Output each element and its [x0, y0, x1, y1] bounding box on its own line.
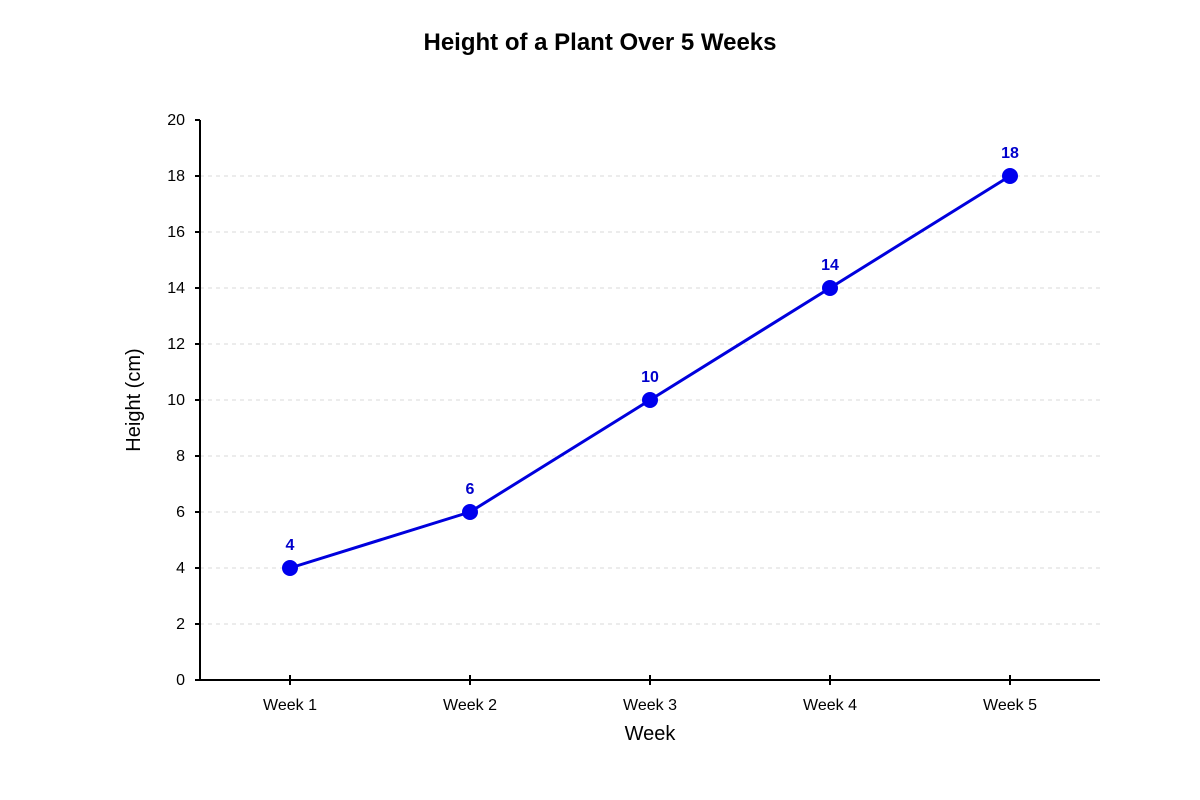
x-tick-label: Week 5	[983, 697, 1037, 714]
data-label: 10	[641, 369, 659, 386]
x-tick-label: Week 2	[443, 697, 497, 714]
data-label: 4	[286, 537, 295, 554]
data-point-marker	[282, 560, 298, 576]
y-tick-label: 10	[167, 392, 185, 409]
y-tick-label: 18	[167, 168, 185, 185]
x-tick-label: Week 1	[263, 697, 317, 714]
data-label: 18	[1001, 145, 1019, 162]
data-point-marker	[462, 504, 478, 520]
y-axis-label: Height (cm)	[123, 348, 145, 451]
x-tick-label: Week 4	[803, 697, 857, 714]
data-point-marker	[822, 280, 838, 296]
tick-labels: 0 2 4 6 8 10 12 14 16 18 20 Week 1 Week 2 Week 3 Week …	[167, 112, 1037, 714]
data-label: 14	[821, 257, 839, 274]
chart-title: Height of a Plant Over 5 Weeks	[423, 29, 776, 56]
data-point-marker	[642, 392, 658, 408]
y-tick-label: 6	[176, 504, 185, 521]
y-tick-label: 12	[167, 336, 185, 353]
y-tick-label: 14	[167, 280, 185, 297]
data-labels: 4 6 10 14 18	[286, 145, 1019, 554]
y-tick-label: 8	[176, 448, 185, 465]
data-point-marker	[1002, 168, 1018, 184]
y-tick-label: 0	[176, 672, 185, 689]
series-plant-height	[282, 168, 1018, 576]
y-tick-label: 16	[167, 224, 185, 241]
y-tick-label: 2	[176, 616, 185, 633]
x-tick-label: Week 3	[623, 697, 677, 714]
y-tick-label: 4	[176, 560, 185, 577]
x-axis-label: Week	[625, 723, 677, 745]
y-tick-label: 20	[167, 112, 185, 129]
data-label: 6	[466, 481, 475, 498]
